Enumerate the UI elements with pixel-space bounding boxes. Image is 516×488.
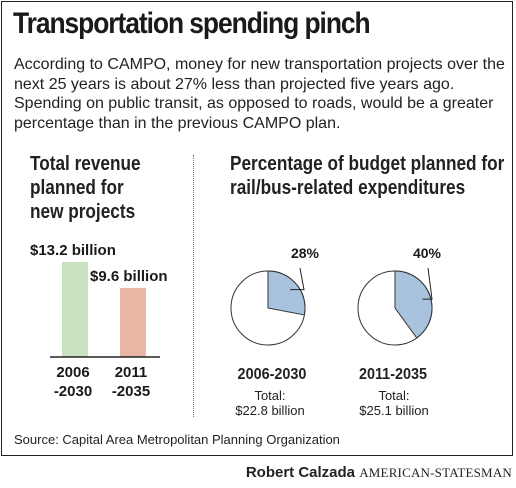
pie-total-line: Total: (254, 388, 286, 403)
bar-category-label: -2030 (54, 383, 92, 400)
pie-percent-label: 28% (291, 245, 320, 261)
pie-2-slice (394, 270, 433, 339)
pie-1-slice (267, 270, 306, 316)
bar-category-label: 2006 (56, 364, 89, 381)
pie-total-line: $25.1 billion (359, 403, 429, 418)
bar-1 (62, 262, 88, 357)
byline-org: AMERICAN-STATESMAN (359, 465, 512, 480)
pie-percent-label: 40% (413, 245, 442, 261)
bar-category-label: -2035 (112, 383, 150, 400)
bar-value-label: $9.6 billion (90, 268, 168, 285)
intro-text: According to CAMPO, money for new transp… (14, 56, 505, 132)
pie-leader-line (290, 267, 305, 291)
graphic-frame (1, 1, 513, 456)
pie-leader-line (422, 267, 433, 300)
section-divider (193, 155, 194, 417)
byline: Robert Calzada AMERICAN-STATESMAN (246, 464, 512, 481)
transit-title-line: Percentage of budget planned for (230, 153, 505, 175)
revenue-title-line: Total revenue (30, 153, 141, 175)
revenue-chart-title: Total revenue planned for new projects (30, 152, 141, 224)
source-note: Source: Capital Area Metropolitan Planni… (14, 432, 340, 447)
transit-title-line: rail/bus-related expenditures (230, 177, 466, 199)
pie-total: Total: $25.1 billion (334, 388, 454, 418)
revenue-title-line: planned for (30, 177, 124, 199)
pie-total-line: Total: (378, 388, 410, 403)
revenue-title-line: new projects (30, 201, 136, 223)
pie-total: Total: $22.8 billion (210, 388, 330, 418)
bar-category-label: 2011 (115, 364, 148, 381)
bar-2 (120, 287, 146, 357)
graphic-title: Transportation spending pinch (13, 7, 371, 40)
byline-name: Robert Calzada (245, 464, 356, 481)
transit-chart-title: Percentage of budget planned for rail/bu… (230, 152, 504, 200)
pie-period-label: 2011-2035 (358, 366, 428, 383)
bar-value-label: $13.2 billion (30, 242, 116, 259)
pie-total-line: $22.8 billion (235, 403, 305, 418)
pie-period-label: 2006-2030 (237, 366, 307, 383)
